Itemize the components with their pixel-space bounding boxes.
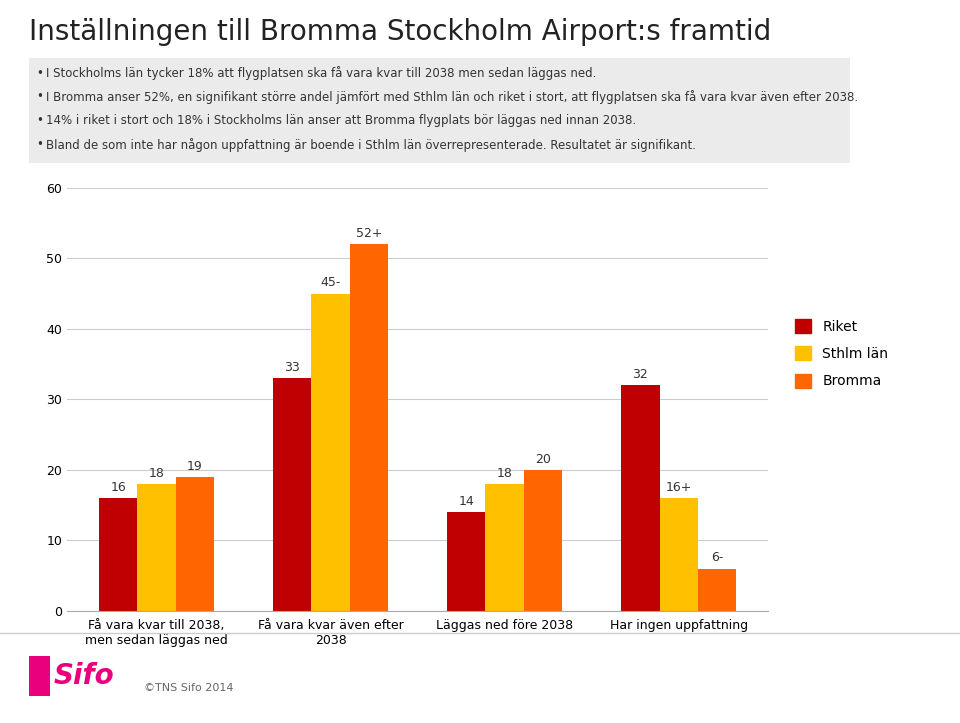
Text: •: •: [36, 67, 43, 80]
Bar: [698, 568, 736, 611]
Bar: [660, 498, 698, 611]
Text: Sifo: Sifo: [54, 662, 114, 690]
Text: 18: 18: [496, 467, 513, 480]
Bar: [524, 470, 562, 611]
Text: I Bromma anser 52%, en signifikant större andel jämfört med Sthlm län och riket : I Bromma anser 52%, en signifikant störr…: [46, 90, 858, 104]
Bar: [137, 484, 176, 611]
Text: 52+: 52+: [355, 227, 382, 240]
Text: 14: 14: [459, 495, 474, 508]
Legend: Riket, Sthlm län, Bromma: Riket, Sthlm län, Bromma: [789, 313, 894, 394]
Text: ©TNS Sifo 2014: ©TNS Sifo 2014: [144, 683, 233, 693]
Text: 45-: 45-: [321, 276, 341, 289]
Text: Inställningen till Bromma Stockholm Airport:s framtid: Inställningen till Bromma Stockholm Airp…: [29, 18, 771, 46]
Text: 18: 18: [149, 467, 164, 480]
Text: 19: 19: [187, 460, 203, 473]
Bar: [486, 484, 524, 611]
Text: •: •: [36, 114, 43, 127]
Text: 33: 33: [284, 361, 300, 374]
Bar: [311, 294, 349, 611]
Bar: [99, 498, 137, 611]
Text: 32: 32: [633, 368, 648, 381]
Text: 16+: 16+: [665, 481, 692, 494]
Text: 20: 20: [535, 453, 551, 466]
Bar: [176, 477, 214, 611]
Text: •: •: [36, 138, 43, 151]
Text: Bland de som inte har någon uppfattning är boende i Sthlm län överrepresenterade: Bland de som inte har någon uppfattning …: [46, 138, 696, 152]
Text: •: •: [36, 90, 43, 103]
Bar: [621, 385, 660, 611]
Bar: [274, 378, 311, 611]
Text: I Stockholms län tycker 18% att flygplatsen ska få vara kvar till 2038 men sedan: I Stockholms län tycker 18% att flygplat…: [46, 67, 596, 80]
Text: 6-: 6-: [710, 552, 723, 565]
Bar: [349, 244, 388, 611]
Bar: [447, 512, 486, 611]
Text: 14% i riket i stort och 18% i Stockholms län anser att Bromma flygplats bör lägg: 14% i riket i stort och 18% i Stockholms…: [46, 114, 636, 127]
Text: 16: 16: [110, 481, 126, 494]
